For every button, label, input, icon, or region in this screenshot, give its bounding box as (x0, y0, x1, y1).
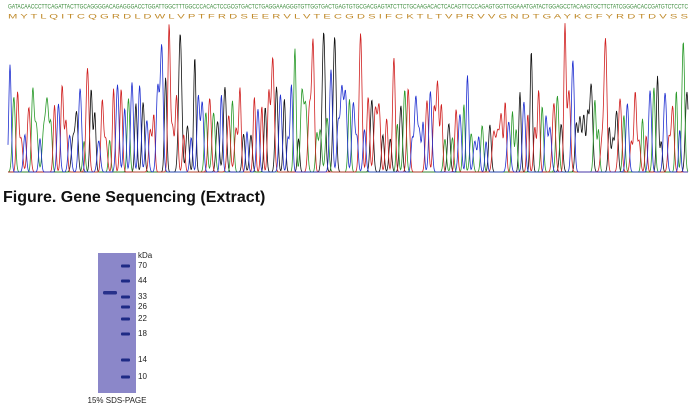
marker-label: 18 (138, 329, 147, 338)
ladder-band (121, 295, 130, 299)
gel-caption: 15% SDS-PAGE (88, 396, 147, 405)
marker-label: 14 (138, 355, 147, 364)
ladder-band (121, 358, 130, 362)
gel (98, 253, 136, 393)
unit-label: kDa (138, 251, 153, 260)
ladder-band (121, 375, 130, 379)
marker-label: 44 (138, 276, 147, 285)
protein-sequence: M Y T L Q I T C Q G R D L D W L V P T F … (8, 15, 688, 21)
marker-label: 26 (138, 302, 147, 311)
trace (8, 23, 688, 173)
marker-label: 70 (138, 261, 147, 270)
marker-label: 33 (138, 292, 147, 301)
marker-label: 10 (138, 372, 147, 381)
marker-label: 22 (138, 314, 147, 323)
chromatogram (7, 23, 689, 173)
trace (7, 44, 688, 173)
ladder-band (121, 279, 130, 283)
protein-band (103, 291, 117, 295)
ladder-band (121, 332, 130, 336)
ladder-band (121, 264, 130, 268)
dna-sequence: GATACAACCCTTCAGATTACTTGCAGGGGACAGAGGGACC… (8, 5, 689, 11)
ladder-band (121, 317, 130, 321)
figure-caption: Figure. Gene Sequencing (Extract) (3, 189, 265, 206)
ladder-band (121, 305, 130, 309)
